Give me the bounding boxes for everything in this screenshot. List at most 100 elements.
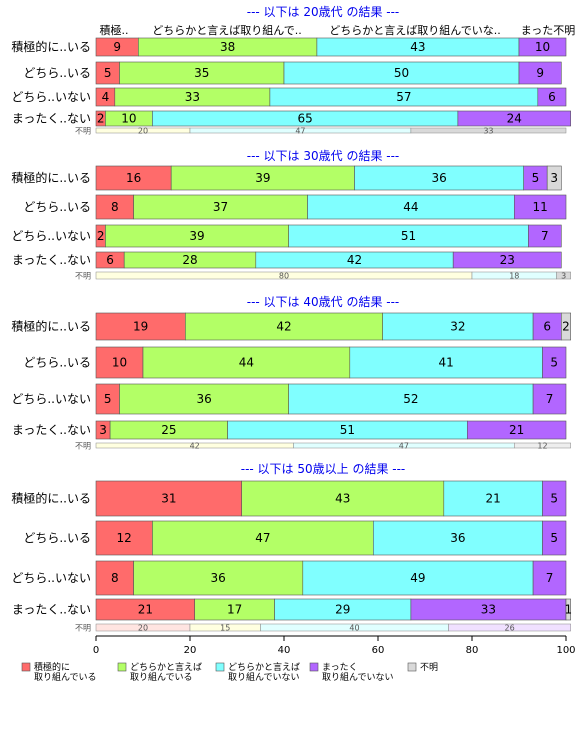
data-label: 11: [533, 200, 548, 214]
bar-segment: [532, 560, 567, 596]
data-label: 43: [335, 492, 350, 506]
data-label: 44: [239, 356, 254, 370]
data-label: 10: [112, 356, 127, 370]
bar-segment: [518, 37, 567, 57]
data-label: 36: [211, 571, 226, 585]
data-label: 65: [298, 112, 313, 126]
legend-swatch: [407, 662, 417, 672]
data-label: 33: [185, 90, 200, 104]
data-label: 36: [196, 392, 211, 406]
x-tick-label: 100: [556, 645, 575, 656]
panel-title: --- 以下は 50歳以上 の結果 ---: [241, 462, 406, 476]
unknown-label: 33: [483, 127, 493, 136]
data-label: 9: [536, 66, 544, 80]
data-label: 41: [439, 356, 454, 370]
bar-segment: [354, 165, 524, 191]
legend-swatch: [21, 662, 31, 672]
data-label: 52: [403, 392, 418, 406]
data-label: 7: [546, 571, 554, 585]
bar-segment: [95, 520, 153, 556]
data-label: 8: [111, 571, 119, 585]
bar-segment: [142, 346, 351, 379]
panel-title: --- 以下は 30歳代 の結果 ---: [247, 149, 400, 163]
x-tick-label: 0: [93, 645, 99, 656]
data-label: 6: [106, 253, 114, 267]
unknown-label: 20: [138, 624, 148, 633]
bar-segment: [532, 383, 567, 415]
row-label-unknown: 不明: [75, 272, 91, 281]
bar-segment: [457, 110, 571, 127]
data-label: 42: [347, 253, 362, 267]
data-label: 38: [220, 40, 235, 54]
data-label: 35: [194, 66, 209, 80]
data-label: 36: [431, 171, 446, 185]
bar-segment: [349, 346, 543, 379]
data-label: 21: [138, 603, 153, 617]
bar-segment: [542, 520, 567, 556]
header-label: まった不明: [521, 24, 576, 37]
bar-segment: [95, 194, 134, 220]
x-tick-label: 40: [278, 645, 291, 656]
data-label: 3: [550, 171, 558, 185]
bar-segment: [95, 560, 134, 596]
legend-label: まったく: [322, 662, 358, 673]
bar-segment: [307, 194, 515, 220]
row-label: まったく..ない: [12, 423, 91, 437]
unknown-label: 26: [505, 624, 515, 633]
row-label: どちら..いない: [11, 90, 91, 104]
bar-segment: [133, 194, 308, 220]
data-label: 7: [546, 392, 554, 406]
bar-segment: [560, 312, 571, 341]
data-label: 29: [335, 603, 350, 617]
unknown-label: 80: [279, 272, 289, 281]
row-label: どちら..いない: [11, 571, 91, 585]
legend-label: どちらかと言えば: [228, 661, 300, 673]
data-label: 43: [410, 40, 425, 54]
row-label: 積極的に..いる: [11, 39, 91, 54]
data-label: 5: [550, 356, 558, 370]
legend-label: 積極的に: [34, 661, 70, 673]
row-label: どちら..いる: [23, 200, 91, 214]
header-label: どちらかと言えば取り組んで..: [152, 24, 301, 37]
row-label: どちら..いる: [23, 66, 91, 80]
data-label: 3: [99, 423, 107, 437]
data-label: 39: [255, 171, 270, 185]
unknown-label: 12: [537, 442, 547, 451]
data-label: 24: [507, 112, 522, 126]
legend-label: 不明: [420, 662, 438, 673]
data-label: 9: [113, 40, 121, 54]
header-label: 積極..: [100, 23, 129, 37]
unknown-label: 18: [509, 272, 519, 281]
data-label: 6: [548, 90, 556, 104]
legend-label: 取り組んでいない: [322, 671, 394, 683]
row-label: まったく..ない: [12, 112, 91, 126]
data-label: 49: [410, 571, 425, 585]
bar-segment: [565, 598, 571, 621]
x-tick-label: 60: [372, 645, 385, 656]
bar-segment: [452, 251, 562, 269]
legend-swatch: [117, 662, 127, 672]
data-label: 42: [276, 320, 291, 334]
bar-segment: [542, 480, 567, 517]
row-label: まったく..ない: [12, 253, 91, 267]
data-label: 5: [550, 531, 558, 545]
data-label: 51: [340, 423, 355, 437]
bar-segment: [241, 480, 445, 517]
data-label: 44: [403, 200, 418, 214]
row-label: 積極的に..いる: [11, 491, 91, 506]
bar-segment: [546, 165, 562, 191]
row-label: 積極的に..いる: [11, 170, 91, 185]
row-label: どちら..いない: [11, 392, 91, 406]
bar-segment: [95, 346, 144, 379]
data-label: 57: [396, 90, 411, 104]
legend-label: 取り組んでいる: [34, 671, 97, 683]
data-label: 5: [104, 392, 112, 406]
bar-segment: [152, 520, 374, 556]
x-tick-label: 80: [466, 645, 479, 656]
unknown-label: 15: [220, 624, 230, 633]
data-label: 39: [189, 229, 204, 243]
data-label: 32: [450, 320, 465, 334]
data-label: 2: [562, 320, 570, 334]
bar-segment: [382, 312, 534, 341]
